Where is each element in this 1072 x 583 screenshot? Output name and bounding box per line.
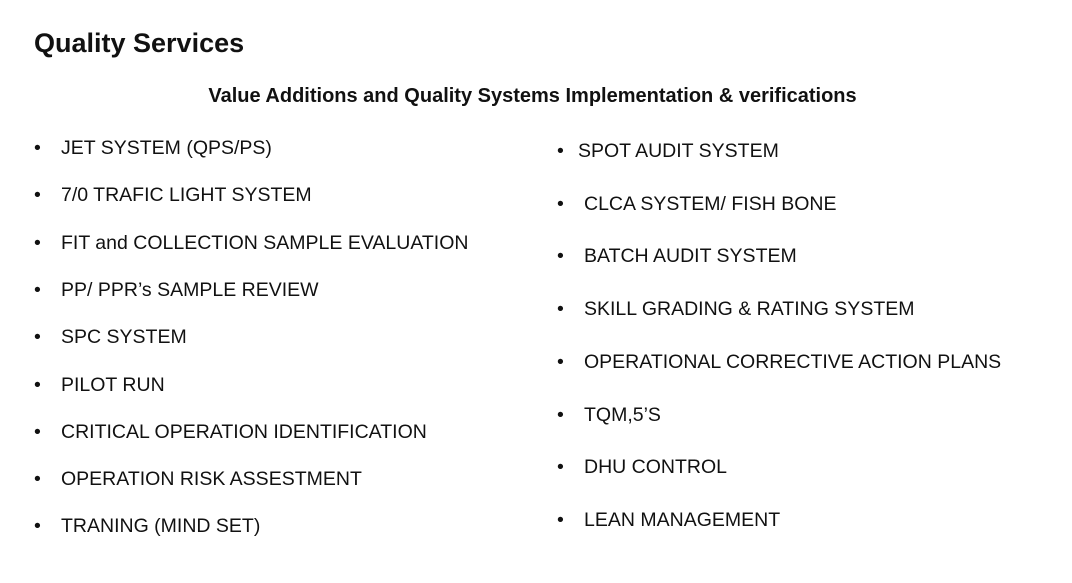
bullet-icon: • bbox=[34, 137, 41, 159]
bullet-icon: • bbox=[557, 245, 564, 268]
list-item-text: CLCA SYSTEM/ FISH BONE bbox=[584, 192, 837, 215]
list-item-text: JET SYSTEM (QPS/PS) bbox=[61, 137, 272, 159]
bullet-icon: • bbox=[557, 456, 564, 479]
bullet-icon: • bbox=[34, 373, 41, 396]
list-item-text: BATCH AUDIT SYSTEM bbox=[584, 245, 797, 268]
bullet-icon: • bbox=[557, 350, 564, 373]
list-item-text: LEAN MANAGEMENT bbox=[584, 508, 781, 531]
list-item-text: PILOT RUN bbox=[61, 373, 165, 396]
list-item-text: TQM,5’S bbox=[584, 403, 661, 426]
bullet-icon: • bbox=[557, 508, 564, 531]
list-item-text: PP/ PPR’s SAMPLE REVIEW bbox=[61, 278, 319, 301]
list-item-text: DHU CONTROL bbox=[584, 456, 728, 479]
list-item-text: CRITICAL OPERATION IDENTIFICATION bbox=[61, 420, 427, 443]
list-item-text: SPC SYSTEM bbox=[61, 326, 187, 349]
bullet-icon: • bbox=[34, 468, 41, 491]
bullet-icon: • bbox=[557, 298, 564, 321]
list-item-text: FIT and COLLECTION SAMPLE EVALUATION bbox=[61, 231, 469, 254]
bullet-icon: • bbox=[34, 420, 41, 443]
list-item-text: OPERATION RISK ASSESTMENT bbox=[61, 468, 362, 491]
bullet-icon: • bbox=[557, 403, 564, 426]
bullet-icon: • bbox=[34, 231, 41, 254]
bullet-icon: • bbox=[34, 184, 41, 207]
bullet-icon: • bbox=[34, 278, 41, 301]
bullet-icon: • bbox=[557, 192, 564, 215]
subtitle: Value Additions and Quality Systems Impl… bbox=[208, 85, 857, 107]
bullet-icon: • bbox=[557, 140, 564, 162]
bullet-icon: • bbox=[34, 515, 41, 538]
page-title: Quality Services bbox=[34, 28, 245, 58]
list-item-text: OPERATIONAL CORRECTIVE ACTION PLANS bbox=[584, 350, 1002, 373]
bullet-icon: • bbox=[34, 326, 41, 349]
list-item-text: 7/0 TRAFIC LIGHT SYSTEM bbox=[61, 184, 312, 207]
list-item-text: TRANING (MIND SET) bbox=[61, 515, 261, 538]
list-item-text: SKILL GRADING & RATING SYSTEM bbox=[584, 298, 915, 321]
list-item-text: SPOT AUDIT SYSTEM bbox=[578, 140, 779, 162]
